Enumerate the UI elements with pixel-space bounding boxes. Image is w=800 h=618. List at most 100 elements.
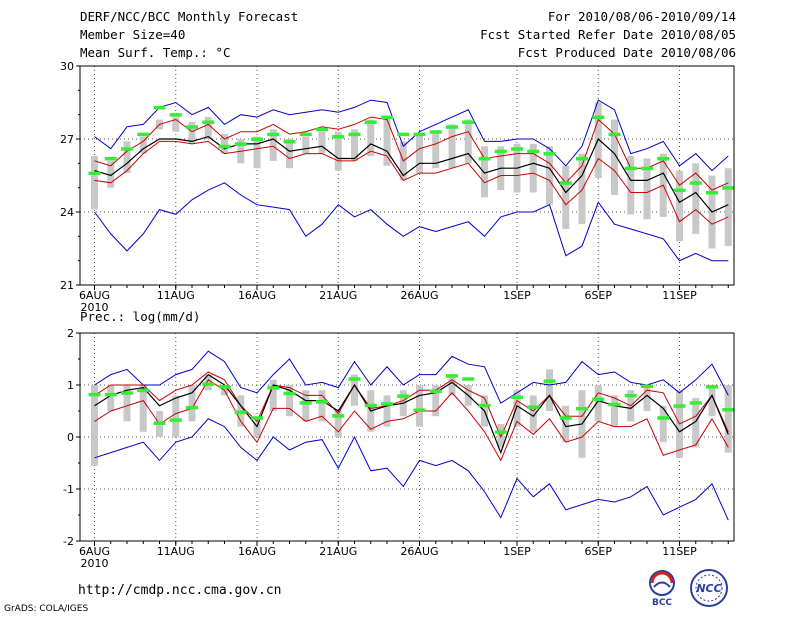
median-mark: [543, 379, 556, 383]
forecast-range-label: For 2010/08/06-2010/09/14: [547, 9, 736, 24]
ensemble-box: [91, 156, 98, 210]
ensemble-box: [594, 385, 602, 422]
y-tick-label: 0: [67, 431, 74, 444]
median-mark: [446, 125, 458, 129]
median-mark: [283, 391, 296, 396]
ensemble-box: [188, 121, 196, 144]
median-mark: [527, 149, 540, 154]
ensemble-box: [432, 385, 440, 417]
x-tick-label: 6SEP: [584, 289, 612, 302]
x-year-label: 2010: [81, 557, 109, 570]
ensemble-box: [578, 153, 586, 225]
ensemble-box: [253, 421, 261, 437]
ensemble-box: [334, 411, 342, 437]
ensemble-box: [432, 131, 440, 169]
ensemble-box: [513, 390, 521, 427]
median-mark: [218, 385, 231, 389]
median-mark: [576, 156, 588, 161]
y-tick-label: 21: [60, 279, 74, 292]
x-tick-label: 6AUG: [79, 289, 110, 302]
median-mark: [397, 132, 410, 137]
median-mark: [381, 402, 393, 406]
ensemble-box: [334, 131, 342, 171]
median-mark: [348, 132, 361, 137]
ensemble-box: [253, 136, 261, 169]
x-tick-label: 1SEP: [503, 289, 531, 302]
y-tick-label: 30: [60, 60, 74, 73]
ensemble-box: [611, 395, 618, 427]
median-mark: [218, 144, 231, 149]
y-tick-label: 1: [67, 379, 74, 392]
median-mark: [608, 402, 621, 407]
ensemble-box: [692, 163, 700, 234]
ensemble-box: [107, 160, 115, 188]
ensemble-box: [464, 119, 472, 164]
median-mark: [267, 386, 280, 390]
median-mark: [641, 384, 653, 389]
produced-date-label: Fcst Produced Date 2010/08/06: [517, 45, 736, 60]
ensemble-box: [562, 165, 570, 230]
bcc-logo-icon: BCC: [649, 570, 675, 608]
member-size-label: Member Size=40: [80, 27, 186, 42]
x-tick-label: 11AUG: [157, 289, 195, 302]
median-mark: [104, 392, 117, 397]
ncc-logo-icon: NCC: [690, 569, 728, 607]
min-line: [94, 182, 729, 262]
x-tick-label: 21AUG: [319, 289, 357, 302]
ensemble-box: [269, 379, 277, 411]
median-mark: [267, 132, 280, 137]
median-mark: [121, 391, 133, 395]
ensemble-box: [383, 117, 391, 166]
median-mark: [494, 149, 507, 154]
ensemble-box: [318, 131, 326, 154]
ensemble-box: [123, 385, 131, 422]
x-tick-label: 26AUG: [400, 545, 438, 558]
source-url[interactable]: http://cmdp.ncc.cma.gov.cn: [78, 583, 282, 598]
median-mark: [169, 113, 182, 117]
median-mark: [316, 400, 328, 404]
median-mark: [494, 430, 507, 434]
ensemble-box: [286, 385, 293, 417]
median-mark: [332, 135, 345, 139]
median-mark: [381, 115, 393, 120]
median-mark: [137, 132, 150, 137]
median-mark: [202, 382, 215, 386]
ensemble-box: [302, 390, 310, 422]
median-mark: [722, 186, 735, 190]
median-mark: [186, 125, 198, 129]
ensemble-box: [139, 136, 147, 154]
variable-label: Mean Surf. Temp.: °C: [80, 45, 231, 60]
ensemble-box: [204, 374, 212, 391]
started-refer-label: Fcst Started Refer Date 2010/08/05: [480, 27, 736, 42]
y-tick-label: 27: [60, 133, 74, 146]
x-tick-label: 11SEP: [662, 289, 697, 302]
median-mark: [413, 132, 426, 137]
median-mark: [673, 188, 686, 193]
median-mark: [722, 407, 735, 412]
precip-panel-title: Prec.: log(mm/d): [80, 309, 201, 324]
ensemble-box: [416, 385, 423, 427]
median-mark: [364, 120, 377, 124]
ensemble-box: [286, 139, 293, 169]
mean-line: [94, 135, 729, 213]
ensemble-box: [172, 117, 180, 132]
ncc-logo-text: NCC: [696, 582, 721, 595]
median-mark: [299, 401, 312, 405]
median-mark: [689, 181, 702, 185]
ensemble-box: [188, 385, 196, 422]
max-line: [94, 350, 729, 404]
sd-upper-line: [94, 371, 729, 439]
ensemble-box: [643, 385, 651, 411]
median-mark: [121, 147, 133, 151]
median-mark: [478, 403, 491, 408]
ensemble-box: [481, 146, 488, 198]
median-mark: [88, 171, 101, 176]
median-mark: [364, 403, 377, 408]
x-tick-label: 11SEP: [662, 545, 697, 558]
median-mark: [462, 120, 475, 124]
ensemble-box: [107, 385, 115, 411]
max-line: [94, 99, 729, 172]
median-mark: [137, 388, 150, 393]
median-mark: [283, 139, 296, 144]
ensemble-box: [627, 156, 635, 215]
